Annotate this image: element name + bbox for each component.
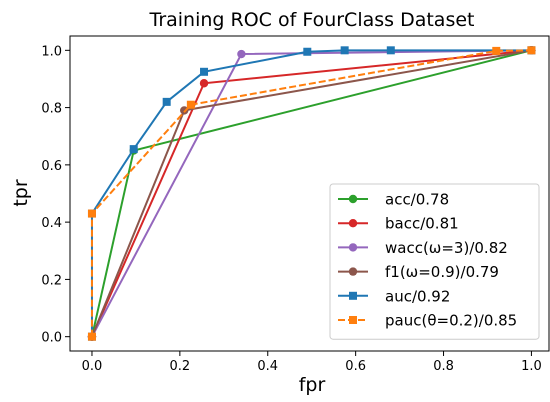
legend-swatch-marker xyxy=(348,194,358,204)
legend-item: wacc(ω=3)/0.82 xyxy=(338,239,508,257)
y-tick-label: 0.8 xyxy=(41,102,62,117)
legend-item: f1(ω=0.9)/0.79 xyxy=(338,263,499,281)
legend-swatch-marker xyxy=(349,316,357,324)
x-tick-label: 0.0 xyxy=(82,359,103,374)
data-point xyxy=(162,97,171,106)
y-tick-label: 0.4 xyxy=(41,216,62,231)
data-point xyxy=(303,47,312,56)
x-tick-label: 0.4 xyxy=(257,359,278,374)
data-point xyxy=(340,46,349,55)
data-point xyxy=(87,332,96,341)
legend-item: auc/0.92 xyxy=(338,287,450,305)
data-point xyxy=(386,46,395,55)
y-tick-label: 0.0 xyxy=(41,331,62,346)
y-tick-label: 0.6 xyxy=(41,159,62,174)
legend: acc/0.78 bacc/0.81 wacc(ω=3)/0.82 f1(ω=0.9)… xyxy=(329,183,540,340)
x-tick-label: 0.2 xyxy=(170,359,191,374)
data-point xyxy=(129,145,138,154)
legend-swatch-marker xyxy=(348,267,358,276)
legend-label: pauc(θ=0.2)/0.85 xyxy=(385,312,517,330)
legend-item: acc/0.78 xyxy=(338,191,449,209)
legend-label: wacc(ω=3)/0.82 xyxy=(385,239,508,257)
legend-item: bacc/0.81 xyxy=(338,215,459,233)
legend-label: f1(ω=0.9)/0.79 xyxy=(385,263,499,281)
plot-frame xyxy=(69,35,550,352)
y-tick-label: 1.0 xyxy=(41,44,62,59)
data-point xyxy=(199,79,209,88)
data-point xyxy=(87,209,96,218)
data-point xyxy=(200,67,209,76)
series-5 xyxy=(87,46,536,341)
x-tick-label: 1.0 xyxy=(521,359,542,374)
x-tick-label: 0.6 xyxy=(345,359,366,374)
legend-label: bacc/0.81 xyxy=(385,215,459,233)
x-axis-label: fpr xyxy=(299,374,326,396)
legend-box xyxy=(329,183,540,340)
data-point xyxy=(237,49,246,59)
y-tick-label: 0.2 xyxy=(41,273,62,288)
y-axis-label: tpr xyxy=(10,179,32,207)
chart-title: Training ROC of FourClass Dataset xyxy=(149,9,475,31)
legend-swatch-marker xyxy=(348,243,358,252)
legend-swatch-marker xyxy=(348,219,358,228)
plot-area: 0.0 0.2 0.4 0.6 0.8 1.0 0.0 0.2 0.4 0.6 0.8 1.0 xyxy=(41,35,550,374)
legend-label: auc/0.92 xyxy=(385,287,450,305)
data-point xyxy=(492,46,501,55)
legend-item: pauc(θ=0.2)/0.85 xyxy=(338,312,517,330)
data-point xyxy=(527,46,536,55)
legend-label: acc/0.78 xyxy=(385,191,449,209)
data-point xyxy=(186,100,195,109)
x-tick-label: 0.8 xyxy=(433,359,454,374)
legend-swatch-marker xyxy=(349,291,357,300)
